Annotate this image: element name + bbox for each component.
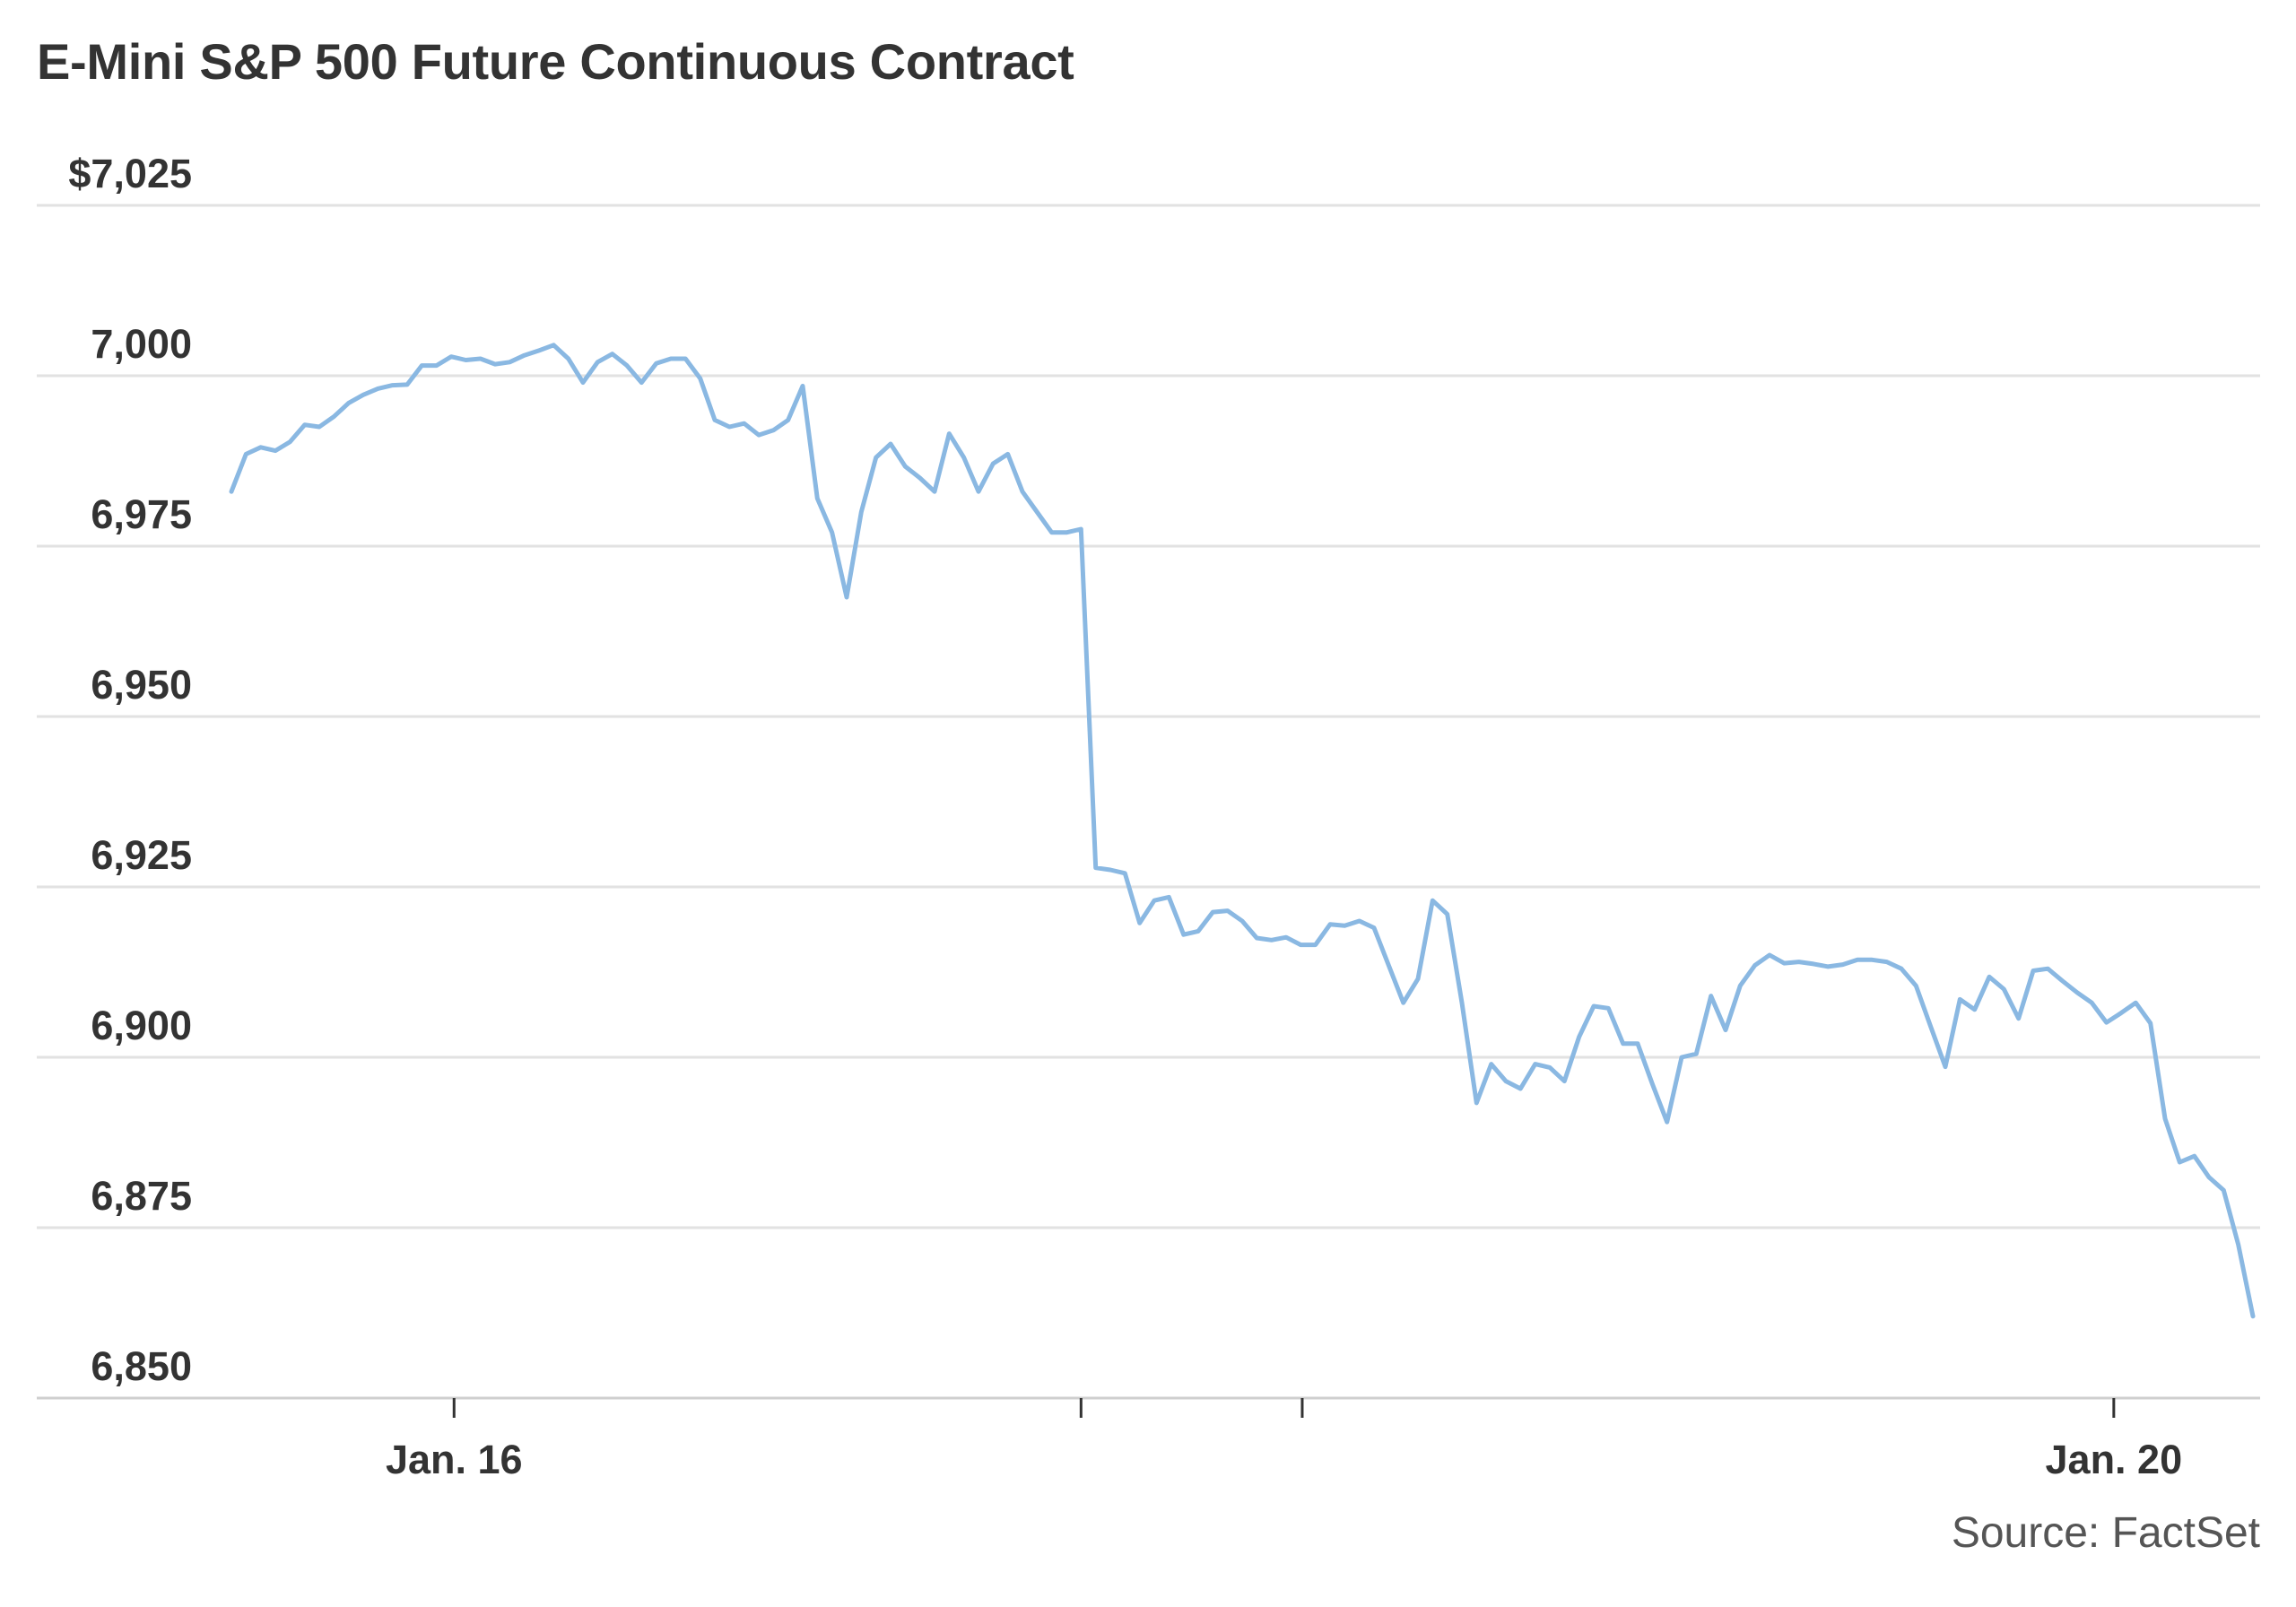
x-tick-label: Jan. 16	[386, 1437, 523, 1482]
y-tick-label: 6,975	[91, 491, 192, 537]
source-note: Source: FactSet	[1951, 1509, 2260, 1557]
y-tick-label: 6,950	[91, 662, 192, 708]
y-tick-label: 7,000	[91, 321, 192, 367]
y-tick-label: 6,875	[91, 1173, 192, 1219]
x-tick-label: Jan. 20	[2046, 1437, 2183, 1482]
chart-title: E-Mini S&P 500 Future Continuous Contrac…	[37, 33, 1074, 90]
y-axis-labels: $7,025 7,000 6,975 6,950 6,925 6,900 6,875 6,85…	[68, 151, 192, 1389]
price-line	[229, 343, 2256, 1319]
x-axis: Jan. 16 Jan. 20	[386, 1398, 2182, 1482]
y-tick-label: 6,925	[91, 832, 192, 878]
y-tick-label: 6,900	[91, 1003, 192, 1048]
y-tick-label: 6,850	[91, 1343, 192, 1389]
gridlines	[37, 204, 2260, 1400]
y-tick-label: $7,025	[68, 151, 192, 196]
